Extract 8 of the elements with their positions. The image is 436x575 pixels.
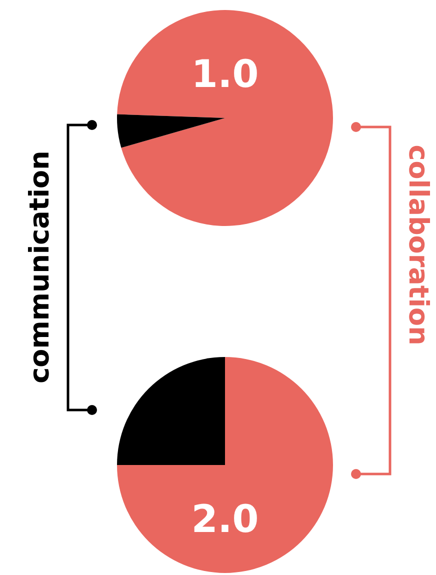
pie-slice (117, 10, 333, 226)
slice-label: communication (24, 150, 56, 384)
text: 1.0 (191, 52, 259, 96)
text: 2.0 (191, 497, 259, 541)
pie-slice (117, 357, 225, 465)
pie-slice (117, 357, 333, 573)
slice-label: collaboration (402, 144, 434, 346)
pie-slice (117, 114, 225, 148)
